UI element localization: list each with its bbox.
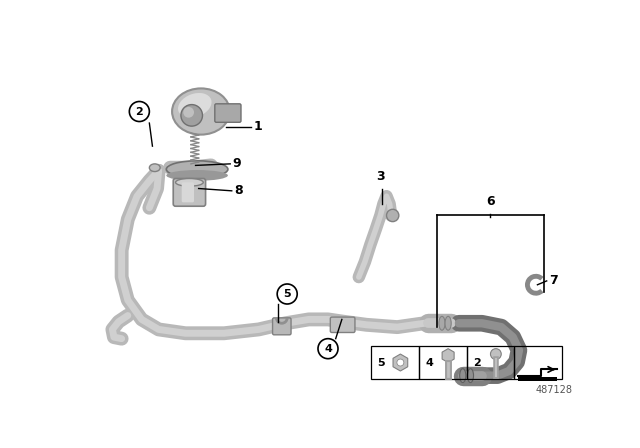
- Text: 5: 5: [284, 289, 291, 299]
- Ellipse shape: [181, 104, 202, 126]
- Bar: [371, 346, 419, 379]
- FancyBboxPatch shape: [182, 182, 194, 202]
- Text: 9: 9: [232, 157, 241, 170]
- Ellipse shape: [445, 316, 451, 330]
- Text: 2: 2: [473, 358, 481, 367]
- Ellipse shape: [166, 161, 228, 178]
- Circle shape: [277, 284, 297, 304]
- Bar: [518, 377, 557, 381]
- Ellipse shape: [387, 209, 399, 222]
- Bar: [467, 346, 515, 379]
- FancyBboxPatch shape: [330, 317, 355, 332]
- Text: 4: 4: [324, 344, 332, 353]
- Ellipse shape: [439, 316, 445, 330]
- Ellipse shape: [149, 164, 160, 172]
- Circle shape: [318, 339, 338, 359]
- Bar: [515, 346, 562, 379]
- Text: 6: 6: [486, 195, 495, 208]
- Ellipse shape: [172, 88, 230, 134]
- Text: 487128: 487128: [535, 385, 572, 395]
- Text: 8: 8: [234, 184, 243, 197]
- Ellipse shape: [183, 107, 194, 118]
- Ellipse shape: [178, 93, 212, 118]
- Text: 7: 7: [549, 275, 557, 288]
- Text: 3: 3: [376, 170, 385, 183]
- Text: 5: 5: [378, 358, 385, 367]
- Circle shape: [397, 359, 404, 366]
- Ellipse shape: [467, 369, 474, 383]
- Ellipse shape: [460, 369, 466, 383]
- Circle shape: [490, 349, 501, 359]
- Circle shape: [129, 102, 149, 121]
- Ellipse shape: [166, 170, 228, 181]
- FancyBboxPatch shape: [273, 318, 291, 335]
- Text: 2: 2: [136, 107, 143, 116]
- Text: 1: 1: [253, 121, 262, 134]
- FancyBboxPatch shape: [173, 178, 205, 206]
- Ellipse shape: [175, 178, 204, 186]
- FancyBboxPatch shape: [215, 104, 241, 122]
- Bar: [419, 346, 467, 379]
- Text: 4: 4: [425, 358, 433, 367]
